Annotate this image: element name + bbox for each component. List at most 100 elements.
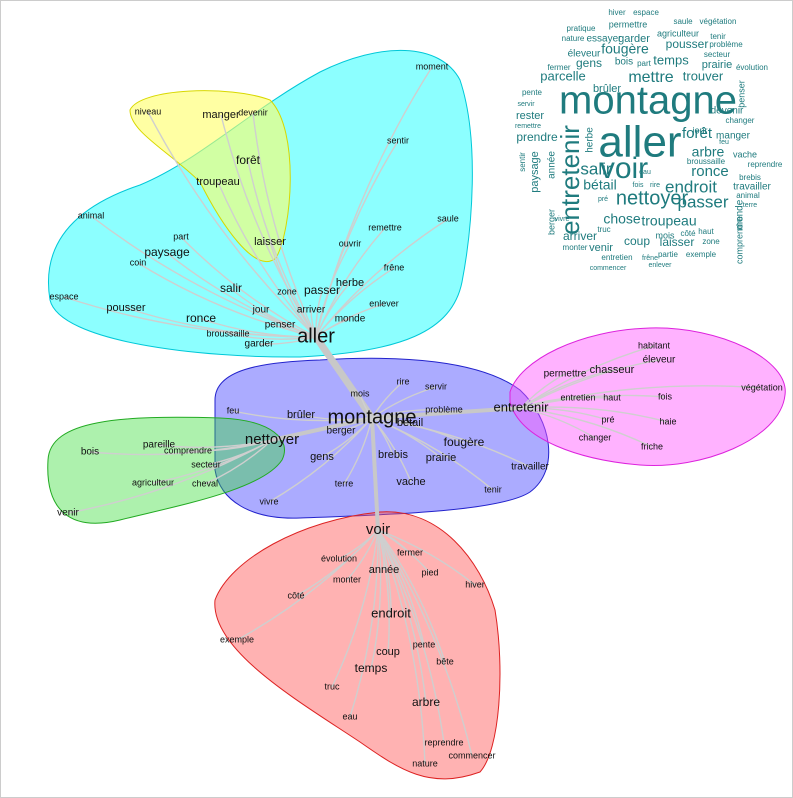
- cloud-word: broussaille: [687, 157, 726, 166]
- cloud-word: salir: [580, 159, 612, 178]
- edge: [370, 529, 382, 670]
- edge: [371, 417, 531, 468]
- graph-word: aller: [297, 325, 335, 347]
- edge: [520, 373, 566, 409]
- cloud-word: passer: [677, 192, 728, 211]
- cloud-word: servir: [517, 101, 535, 108]
- graph-word: feu: [227, 405, 240, 415]
- graph-word: fermer: [397, 547, 423, 557]
- cloud-word: bétail: [583, 177, 616, 193]
- graph-word: monter: [333, 574, 361, 584]
- graph-word: troupeau: [196, 176, 239, 188]
- graph-word: hiver: [465, 579, 485, 589]
- graph-word: fougère: [444, 435, 485, 449]
- graph-word: pousser: [106, 302, 145, 314]
- cloud-word: paysage: [529, 151, 541, 193]
- edge: [371, 386, 437, 419]
- cloud-word: zone: [702, 237, 720, 246]
- cloud-word: enlever: [649, 262, 673, 269]
- graph-word: problème: [425, 404, 463, 414]
- cloud-word: haut: [698, 227, 714, 236]
- cloud-word: nettoyer: [616, 187, 689, 209]
- edge: [346, 529, 379, 581]
- graph-word: brûler: [287, 409, 315, 421]
- graph-word: tenir: [484, 484, 502, 494]
- edge: [279, 324, 317, 338]
- cloud-word: troupeau: [641, 213, 696, 229]
- graph-word: passer: [304, 283, 340, 297]
- graph-word: gens: [310, 451, 334, 463]
- cloud-word: temps: [653, 52, 689, 67]
- graph-word: garder: [245, 339, 275, 350]
- cloud-word: manger: [716, 131, 751, 142]
- cloud-word: ronce: [691, 163, 729, 180]
- graph-word: temps: [355, 661, 388, 675]
- edge: [377, 529, 473, 757]
- word-cloud: hiver espace pratique permettre saule végétat…: [515, 8, 783, 272]
- cloud-word: devenir: [711, 106, 744, 117]
- edge: [217, 181, 317, 338]
- edge: [370, 406, 523, 420]
- graph-word: bête: [436, 656, 454, 666]
- cloud-word: prendre: [516, 130, 558, 144]
- graph-word: reprendre: [424, 737, 463, 747]
- cloud-word: arbre: [692, 144, 725, 160]
- cloud-word: reprendre: [748, 160, 783, 169]
- graph-word: arriver: [297, 305, 326, 316]
- graph-word: bétail: [397, 417, 423, 429]
- cloud-word: permettre: [609, 19, 648, 29]
- cloud-word: végétation: [700, 17, 737, 26]
- graph-word: animal: [78, 210, 105, 220]
- graph-word: habitant: [638, 340, 671, 350]
- graph-word: pente: [413, 639, 436, 649]
- cloud-word: trouver: [683, 68, 724, 83]
- cloud-word: partie: [658, 250, 679, 259]
- graph-word: pareille: [143, 440, 176, 451]
- edge: [377, 529, 476, 586]
- cloud-word: fougère: [601, 41, 649, 57]
- cloud-word: espace: [633, 8, 659, 17]
- edge: [315, 290, 323, 338]
- edge: [359, 393, 373, 419]
- graph-word: mois: [350, 388, 370, 398]
- cloud-word: terre: [743, 202, 758, 209]
- cloud-word: pré: [598, 196, 608, 203]
- edge: [520, 407, 596, 439]
- graph-word: forêt: [236, 153, 261, 167]
- cloud-word: gens: [576, 56, 602, 70]
- cloud-word: agriculteur: [657, 28, 699, 38]
- edge: [377, 529, 427, 704]
- graph-word: coin: [130, 257, 147, 267]
- cluster-hull: [129, 90, 291, 262]
- graph-word: végétation: [741, 382, 783, 392]
- cloud-word: brebis: [739, 173, 761, 182]
- cloud-word: remettre: [515, 123, 541, 130]
- edge: [331, 529, 379, 688]
- graph-word: monde: [335, 314, 366, 325]
- graph-word: entretenir: [494, 399, 550, 414]
- edge: [90, 215, 317, 338]
- graph-word: endroit: [371, 605, 411, 620]
- graph-word: prairie: [426, 452, 457, 464]
- cluster-hull: [47, 416, 285, 524]
- cloud-word: jour: [691, 125, 707, 135]
- graph-word: éleveur: [643, 355, 676, 366]
- cloud-word: problème: [709, 40, 743, 49]
- graph-word: manger: [202, 109, 240, 121]
- edge: [227, 333, 317, 340]
- graph-words: allermomentsentiranimalpartpaysagecoinou…: [49, 61, 782, 768]
- cloud-word: rire: [650, 182, 660, 189]
- graph-word: eau: [342, 711, 357, 721]
- edge: [67, 439, 273, 514]
- edge: [236, 529, 379, 641]
- cloud-word: endroit: [665, 177, 717, 196]
- cloud-word: changer: [726, 116, 755, 125]
- cloud-word: monde: [735, 199, 746, 230]
- cloud-word: laisser: [660, 235, 695, 249]
- edge: [371, 417, 494, 491]
- cloud-word: eau: [639, 169, 651, 176]
- cloud-word: saule: [673, 17, 693, 26]
- cloud-word: montagne: [559, 79, 737, 123]
- cloud-word: herbe: [585, 127, 596, 153]
